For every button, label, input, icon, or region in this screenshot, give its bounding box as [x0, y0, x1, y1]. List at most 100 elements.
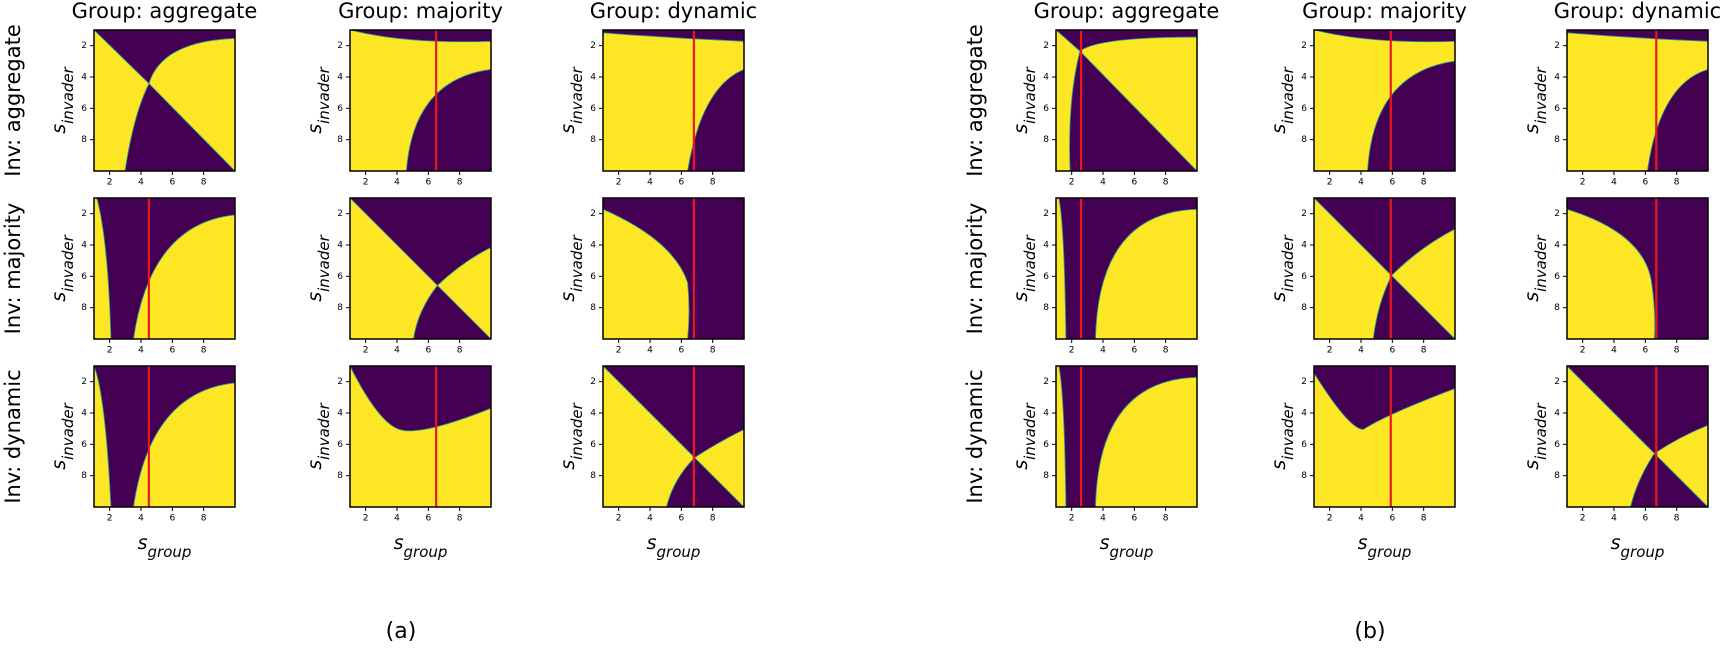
y-tick-label: 2 [337, 41, 343, 51]
x-tick-label: 8 [201, 514, 207, 524]
y-axis-label-symbol: s [557, 460, 579, 470]
x-tick-label: 8 [1421, 346, 1427, 356]
y-tick-label: 8 [1043, 471, 1049, 481]
heatmap [350, 30, 491, 171]
x-tick-label: 8 [1421, 514, 1427, 524]
y-tick-label: 8 [1043, 135, 1049, 145]
row-title: Inv: dynamic [963, 369, 987, 503]
heatmap [1314, 198, 1455, 339]
x-tick-label: 8 [201, 178, 207, 188]
y-tick-label: 2 [1043, 377, 1049, 387]
x-tick-label: 8 [1674, 514, 1680, 524]
y-tick-label: 4 [1043, 409, 1049, 419]
x-axis-label-subscript: group [1368, 543, 1412, 561]
heatmap [350, 198, 491, 339]
row-title: Inv: aggregate [963, 24, 987, 177]
y-tick-label: 6 [1301, 272, 1307, 282]
x-tick-label: 6 [678, 178, 684, 188]
y-axis-label: sinvader [48, 66, 77, 133]
x-tick-label: 4 [1611, 178, 1617, 188]
x-tick-label: 6 [425, 514, 431, 524]
x-tick-label: 2 [1327, 346, 1333, 356]
y-tick-label: 6 [81, 440, 87, 450]
y-tick-label: 6 [337, 440, 343, 450]
axes-frame [1566, 197, 1709, 340]
heatmap-region [603, 208, 690, 339]
x-tick-label: 2 [363, 346, 369, 356]
y-axis-label-subscript: invader [1279, 66, 1297, 123]
y-tick-label: 6 [337, 272, 343, 282]
x-tick-label: 4 [394, 346, 400, 356]
y-axis-label-symbol: s [1268, 124, 1290, 134]
x-axis-label: sgroup [1611, 532, 1665, 561]
x-axis-label-symbol: s [1611, 532, 1621, 554]
x-tick-label: 6 [1642, 346, 1648, 356]
x-axis-label-symbol: s [1358, 532, 1368, 554]
y-axis-label-subscript: invader [1279, 234, 1297, 291]
row-title: Inv: dynamic [1, 369, 25, 503]
y-tick-label: 8 [590, 135, 596, 145]
heatmap [94, 30, 235, 171]
x-axis-label-subscript: group [404, 543, 448, 561]
y-axis-label-symbol: s [1521, 124, 1543, 134]
y-tick-label: 6 [590, 440, 596, 450]
x-axis-label-subscript: group [1110, 543, 1154, 561]
x-tick-label: 4 [1611, 346, 1617, 356]
x-tick-label: 2 [1327, 178, 1333, 188]
y-tick-label: 8 [337, 135, 343, 145]
x-tick-label: 8 [457, 514, 463, 524]
x-tick-label: 4 [138, 514, 144, 524]
heatmap [1314, 366, 1455, 507]
y-tick-label: 6 [590, 104, 596, 114]
y-tick-label: 2 [81, 41, 87, 51]
y-axis-label-subscript: invader [315, 402, 333, 459]
y-tick-label: 2 [590, 377, 596, 387]
x-tick-label: 2 [363, 178, 369, 188]
y-axis-label-subscript: invader [1279, 402, 1297, 459]
heatmap-region [1314, 372, 1455, 507]
x-axis-label-symbol: s [394, 532, 404, 554]
y-tick-label: 2 [1301, 377, 1307, 387]
y-tick-label: 6 [1301, 440, 1307, 450]
x-tick-label: 6 [169, 178, 175, 188]
y-axis-label: sinvader [557, 234, 586, 301]
x-tick-label: 8 [1674, 178, 1680, 188]
y-tick-label: 8 [337, 471, 343, 481]
x-tick-label: 6 [425, 178, 431, 188]
x-tick-label: 6 [169, 346, 175, 356]
x-tick-label: 4 [1358, 178, 1364, 188]
x-tick-label: 8 [457, 346, 463, 356]
x-tick-label: 2 [1580, 514, 1586, 524]
axes-frame [1566, 29, 1709, 172]
y-tick-label: 2 [590, 41, 596, 51]
panel-label: (b) [1354, 619, 1385, 644]
axes-frame [1313, 365, 1456, 508]
y-tick-label: 6 [337, 104, 343, 114]
heatmap [1056, 198, 1197, 339]
column-title: Group: aggregate [1034, 0, 1220, 23]
x-tick-label: 2 [616, 178, 622, 188]
y-tick-label: 2 [81, 377, 87, 387]
x-tick-label: 6 [425, 346, 431, 356]
y-tick-label: 2 [337, 209, 343, 219]
heatmap [94, 366, 235, 507]
y-tick-label: 4 [337, 241, 343, 251]
axes-frame [93, 29, 236, 172]
y-axis-label-subscript: invader [315, 66, 333, 123]
y-tick-label: 8 [81, 135, 87, 145]
y-tick-label: 2 [590, 209, 596, 219]
y-tick-label: 2 [1554, 41, 1560, 51]
panel-label: (a) [386, 619, 417, 644]
heatmap [603, 366, 744, 507]
y-tick-label: 4 [1301, 73, 1307, 83]
y-tick-label: 4 [337, 73, 343, 83]
y-tick-label: 4 [1554, 73, 1560, 83]
x-axis-label: sgroup [394, 532, 448, 561]
y-tick-label: 4 [1301, 409, 1307, 419]
y-tick-label: 6 [1554, 272, 1560, 282]
y-tick-label: 6 [81, 272, 87, 282]
y-tick-label: 8 [1043, 303, 1049, 313]
y-axis-label-symbol: s [557, 292, 579, 302]
axes-frame [602, 365, 745, 508]
